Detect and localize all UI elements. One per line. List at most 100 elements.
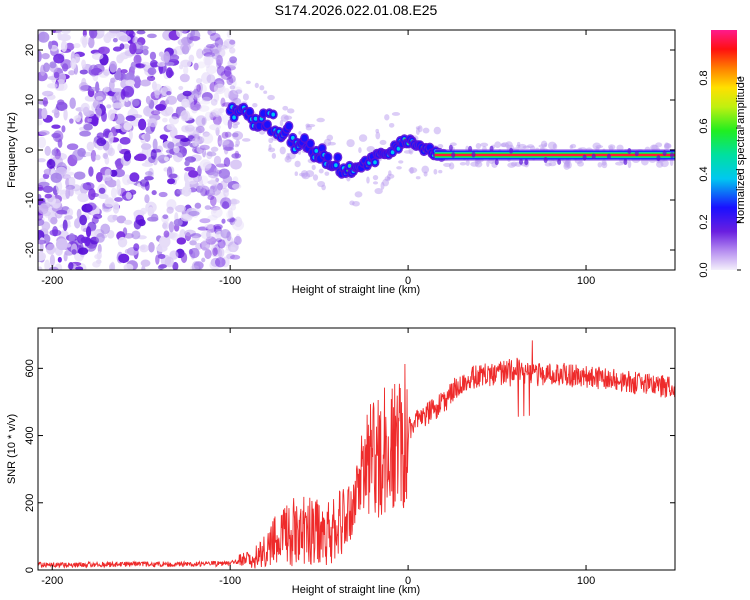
noise-blob xyxy=(196,48,204,59)
ridge-core xyxy=(307,140,314,148)
noise-blob xyxy=(165,67,173,79)
noise-blob xyxy=(201,96,212,102)
noise-blob xyxy=(214,47,226,58)
noise-blob xyxy=(408,167,418,174)
noise-blob xyxy=(150,110,161,116)
snr-xtick-label: 0 xyxy=(405,575,411,587)
noise-blob xyxy=(298,150,302,155)
noise-blob xyxy=(73,171,86,180)
noise-blob xyxy=(42,185,54,193)
noise-blob xyxy=(88,188,96,201)
noise-blob xyxy=(51,109,59,114)
noise-blob xyxy=(183,65,189,75)
noise-blob xyxy=(211,48,220,60)
ridge-core xyxy=(264,121,271,129)
noise-blob xyxy=(85,226,92,238)
spectrogram-ytick-label: 10 xyxy=(24,94,36,106)
noise-blob xyxy=(41,90,54,97)
band-speck xyxy=(623,159,628,166)
noise-blob xyxy=(145,95,151,105)
noise-blob xyxy=(141,265,146,270)
noise-blob xyxy=(141,162,154,167)
noise-blob xyxy=(70,58,77,70)
noise-blob xyxy=(235,89,243,94)
noise-blob xyxy=(180,59,192,68)
noise-blob xyxy=(415,127,420,136)
noise-blob xyxy=(117,236,128,248)
noise-blob xyxy=(60,40,68,52)
noise-blob xyxy=(189,247,200,259)
noise-blob xyxy=(221,201,230,210)
noise-blob xyxy=(71,249,77,255)
noise-blob xyxy=(209,123,221,131)
noise-blob xyxy=(114,159,123,167)
noise-blob xyxy=(50,216,58,225)
noise-blob xyxy=(117,143,122,152)
noise-blob xyxy=(57,79,65,84)
noise-blob xyxy=(358,134,368,142)
noise-blob xyxy=(114,113,125,125)
noise-blob xyxy=(287,108,295,114)
noise-blob xyxy=(65,187,71,199)
noise-blob xyxy=(88,64,99,77)
noise-blob xyxy=(167,141,175,150)
noise-blob xyxy=(189,240,197,246)
noise-blob xyxy=(201,246,208,252)
noise-blob xyxy=(79,214,88,226)
noise-blob xyxy=(159,134,169,140)
noise-blob xyxy=(167,178,176,185)
noise-blob xyxy=(120,88,126,100)
noise-blob xyxy=(191,235,200,242)
noise-blob xyxy=(43,62,50,73)
noise-blob xyxy=(38,119,43,126)
noise-blob xyxy=(234,150,240,159)
noise-blob xyxy=(195,78,203,84)
noise-blob xyxy=(38,266,43,270)
noise-blob xyxy=(564,160,570,168)
spectrogram-xtick-label: -200 xyxy=(41,275,63,287)
noise-blob xyxy=(85,202,97,211)
noise-blob xyxy=(358,147,362,154)
ridge-highlight xyxy=(390,150,395,155)
noise-blob xyxy=(38,136,47,149)
noise-blob xyxy=(73,43,81,49)
noise-blob xyxy=(280,114,289,122)
noise-blob xyxy=(76,208,82,219)
noise-blob xyxy=(569,145,574,150)
band-speck xyxy=(489,145,494,152)
noise-blob xyxy=(128,130,133,140)
noise-blob xyxy=(131,98,140,107)
noise-blob xyxy=(94,154,101,161)
noise-blob xyxy=(51,198,61,209)
noise-blob xyxy=(225,244,231,251)
noise-blob xyxy=(112,202,120,214)
noise-blob xyxy=(324,171,330,176)
noise-blob xyxy=(223,189,229,198)
ridge-highlight xyxy=(253,116,258,121)
noise-blob xyxy=(222,175,233,184)
noise-blob xyxy=(216,54,223,67)
noise-blob xyxy=(61,125,66,133)
noise-blob xyxy=(123,150,132,162)
noise-blob xyxy=(242,93,249,101)
noise-blob xyxy=(144,132,151,143)
noise-blob xyxy=(224,248,232,254)
noise-blob xyxy=(125,191,132,200)
noise-blob xyxy=(229,56,238,64)
noise-blob xyxy=(518,143,527,150)
noise-blob xyxy=(396,166,402,170)
noise-blob xyxy=(101,204,112,213)
noise-blob xyxy=(213,92,220,102)
noise-blob xyxy=(252,102,258,108)
ridge-highlight xyxy=(271,112,276,117)
noise-blob xyxy=(79,242,84,254)
noise-blob xyxy=(201,257,206,263)
noise-blob xyxy=(230,204,237,211)
ridge-core xyxy=(285,122,293,130)
noise-blob xyxy=(224,66,232,78)
snr-xtick-label: 100 xyxy=(577,575,595,587)
noise-blob xyxy=(233,235,242,245)
noise-blob xyxy=(372,174,379,181)
ridge-core xyxy=(324,153,332,161)
